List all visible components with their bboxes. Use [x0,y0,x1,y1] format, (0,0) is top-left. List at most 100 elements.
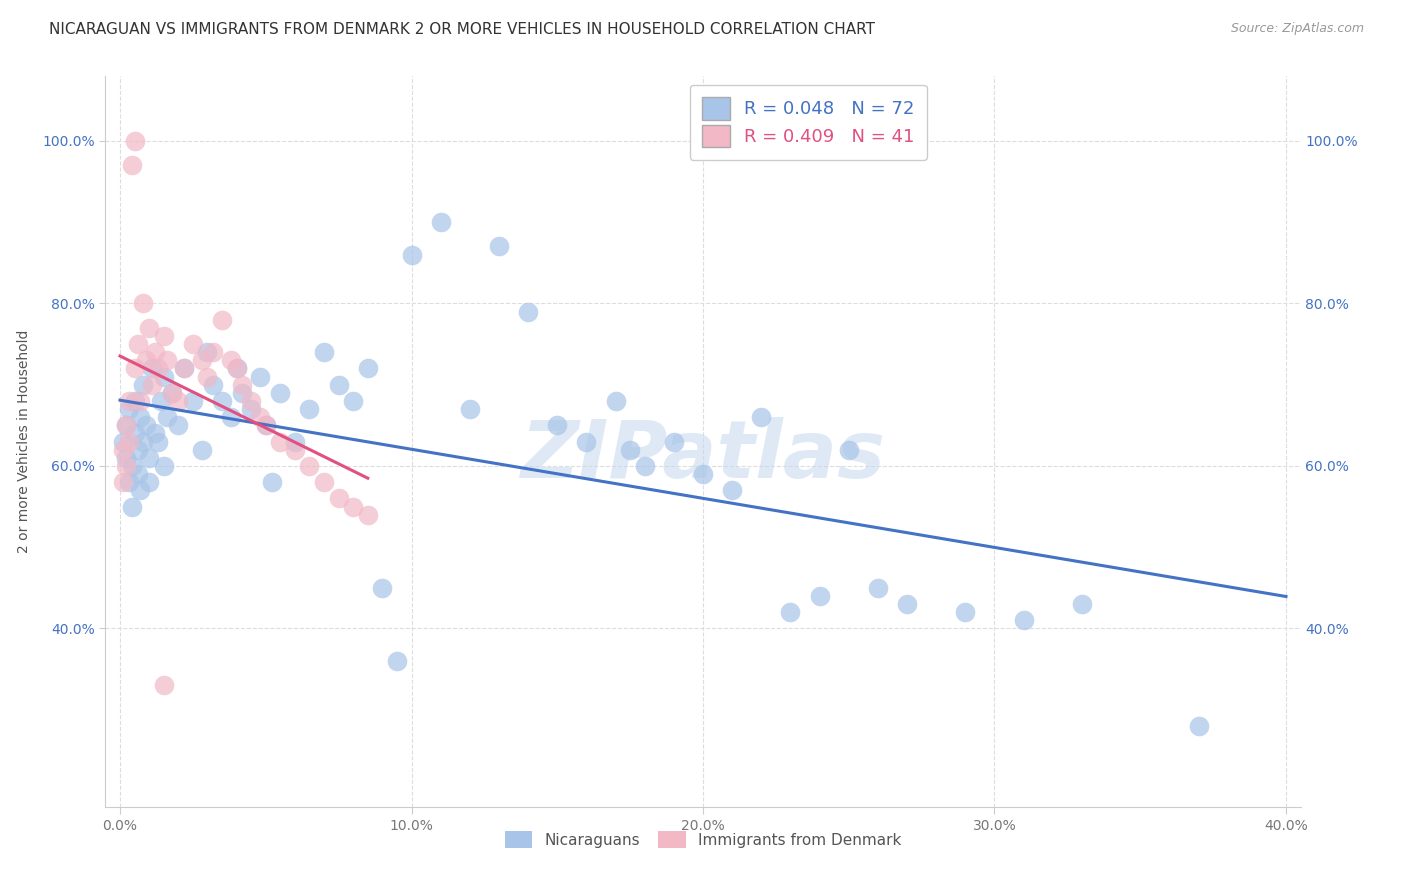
Point [219,410,242,425]
Point [240,402,263,417]
Point [111,434,134,449]
Point [149,393,172,408]
Point [546,418,568,433]
Point [152,678,174,692]
Point [249,410,271,425]
Point [156,410,179,425]
Point [342,500,364,514]
Point [385,654,408,668]
Point [298,402,321,417]
Point [328,491,350,506]
Point [124,393,146,408]
Point [231,377,253,392]
Point [896,597,918,611]
Point [132,377,155,392]
Point [152,458,174,473]
Point [240,393,263,408]
Point [162,385,184,400]
Point [284,434,307,449]
Text: Source: ZipAtlas.com: Source: ZipAtlas.com [1230,22,1364,36]
Y-axis label: 2 or more Vehicles in Household: 2 or more Vehicles in Household [17,330,31,553]
Point [269,434,291,449]
Point [211,393,233,408]
Point [197,345,219,359]
Point [955,605,977,619]
Point [138,450,160,465]
Point [249,369,271,384]
Point [118,402,141,417]
Point [115,450,138,465]
Point [284,442,307,457]
Point [1071,597,1094,611]
Point [190,353,212,368]
Point [162,385,184,400]
Point [146,361,169,376]
Point [458,402,481,417]
Point [129,483,152,498]
Point [401,247,423,261]
Point [202,377,225,392]
Point [662,434,685,449]
Point [124,426,146,441]
Point [838,442,860,457]
Point [173,361,195,376]
Point [231,385,253,400]
Point [121,500,143,514]
Point [342,393,364,408]
Point [127,467,149,481]
Point [129,410,152,425]
Point [328,377,350,392]
Point [141,361,163,376]
Point [115,458,138,473]
Point [152,329,174,343]
Point [357,508,380,522]
Point [488,239,510,253]
Point [225,361,247,376]
Point [298,458,321,473]
Point [115,418,138,433]
Point [138,475,160,490]
Point [269,385,291,400]
Point [111,442,134,457]
Point [197,369,219,384]
Point [779,605,801,619]
Point [619,442,641,457]
Point [254,418,277,433]
Point [132,296,155,310]
Point [141,377,163,392]
Point [808,589,831,603]
Point [312,475,335,490]
Point [219,353,242,368]
Point [127,337,149,351]
Point [254,418,277,433]
Point [312,345,335,359]
Point [575,434,598,449]
Point [143,426,166,441]
Point [173,361,195,376]
Text: NICARAGUAN VS IMMIGRANTS FROM DENMARK 2 OR MORE VEHICLES IN HOUSEHOLD CORRELATIO: NICARAGUAN VS IMMIGRANTS FROM DENMARK 2 … [49,22,875,37]
Point [181,393,204,408]
Point [692,467,714,481]
Point [190,442,212,457]
Text: ZIPatlas: ZIPatlas [520,417,886,495]
Point [152,369,174,384]
Point [211,312,233,326]
Point [127,442,149,457]
Point [749,410,772,425]
Point [167,418,190,433]
Point [167,393,190,408]
Point [225,361,247,376]
Point [146,434,169,449]
Point [135,418,157,433]
Point [866,581,889,595]
Point [129,393,152,408]
Point [124,134,146,148]
Point [202,345,225,359]
Point [118,434,141,449]
Point [118,475,141,490]
Legend: Nicaraguans, Immigrants from Denmark: Nicaraguans, Immigrants from Denmark [499,824,907,855]
Point [115,418,138,433]
Point [634,458,657,473]
Point [1187,719,1209,733]
Point [118,393,141,408]
